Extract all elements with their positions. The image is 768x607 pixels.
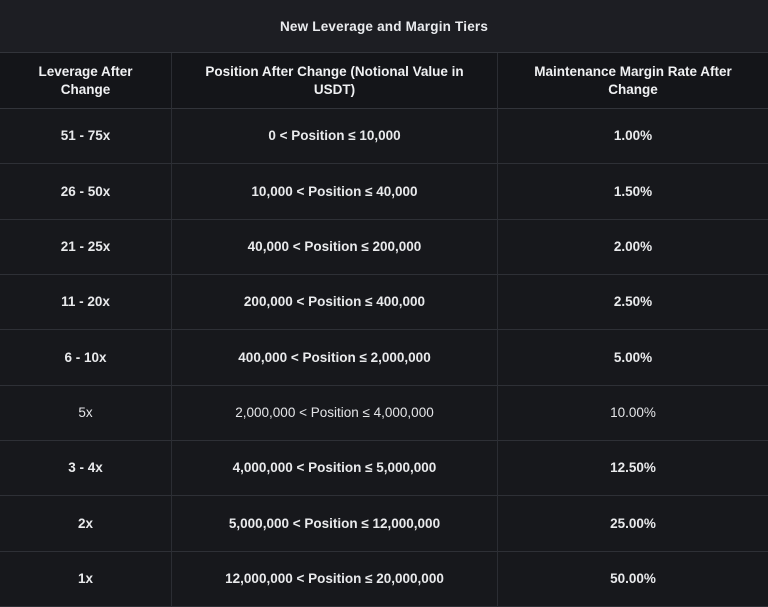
table-row: 26 - 50x 10,000 < Position ≤ 40,000 1.50… [0,164,768,220]
cell-margin-rate: 1.00% [498,109,768,165]
cell-leverage: 3 - 4x [0,440,172,497]
cell-margin-rate: 5.00% [498,330,768,386]
table-header-row: Leverage After Change Position After Cha… [0,53,768,109]
cell-margin-rate: 50.00% [498,552,768,607]
cell-leverage: 21 - 25x [0,219,172,275]
table-row: 51 - 75x 0 < Position ≤ 10,000 1.00% [0,109,768,165]
cell-position: 400,000 < Position ≤ 2,000,000 [172,330,498,386]
table-row: 3 - 4x 4,000,000 < Position ≤ 5,000,000 … [0,440,768,497]
column-header-margin-rate: Maintenance Margin Rate After Change [498,53,768,109]
cell-margin-rate: 10.00% [498,386,768,441]
cell-position: 12,000,000 < Position ≤ 20,000,000 [172,551,498,607]
cell-margin-rate: 1.50% [498,164,768,220]
table-row: 2x 5,000,000 < Position ≤ 12,000,000 25.… [0,496,768,552]
cell-position: 4,000,000 < Position ≤ 5,000,000 [172,440,498,497]
table-row: 6 - 10x 400,000 < Position ≤ 2,000,000 5… [0,330,768,386]
cell-leverage: 5x [0,385,172,441]
table-title: New Leverage and Margin Tiers [279,18,489,34]
cell-leverage: 6 - 10x [0,330,172,386]
cell-leverage: 11 - 20x [0,274,172,331]
cell-position: 40,000 < Position ≤ 200,000 [172,219,498,275]
cell-position: 200,000 < Position ≤ 400,000 [172,274,498,331]
table-row: 11 - 20x 200,000 < Position ≤ 400,000 2.… [0,274,768,331]
column-header-leverage: Leverage After Change [0,53,172,109]
cell-position: 10,000 < Position ≤ 40,000 [172,164,498,220]
cell-leverage: 51 - 75x [0,109,172,165]
cell-margin-rate: 25.00% [498,496,768,552]
table-title-band: New Leverage and Margin Tiers [0,0,768,53]
cell-position: 2,000,000 < Position ≤ 4,000,000 [172,385,498,441]
cell-leverage: 1x [0,551,172,607]
cell-margin-rate: 2.50% [498,275,768,331]
cell-leverage: 26 - 50x [0,164,172,220]
table-row: 5x 2,000,000 < Position ≤ 4,000,000 10.0… [0,385,768,441]
leverage-tiers-table: Leverage After Change Position After Cha… [0,53,768,607]
column-header-position: Position After Change (Notional Value in… [172,53,498,109]
cell-position: 5,000,000 < Position ≤ 12,000,000 [172,496,498,552]
cell-margin-rate: 2.00% [498,220,768,275]
cell-position: 0 < Position ≤ 10,000 [172,109,498,165]
cell-leverage: 2x [0,496,172,552]
table-row: 21 - 25x 40,000 < Position ≤ 200,000 2.0… [0,219,768,275]
table-row: 1x 12,000,000 < Position ≤ 20,000,000 50… [0,551,768,607]
cell-margin-rate: 12.50% [498,441,768,497]
